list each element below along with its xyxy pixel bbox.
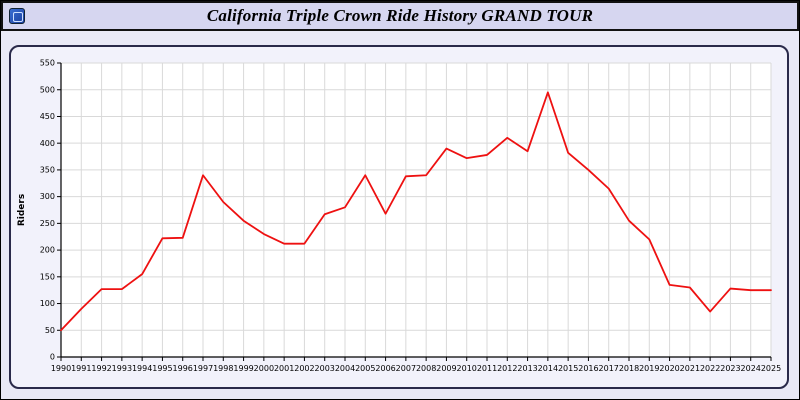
svg-text:1998: 1998 [213,364,233,373]
y-tick-labels: 0 50 100 150 200 250 300 350 400 450 500 550 [40,59,61,362]
svg-text:2009: 2009 [436,364,456,373]
svg-text:2022: 2022 [700,364,720,373]
svg-text:1996: 1996 [173,364,193,373]
svg-text:300: 300 [40,192,55,201]
svg-text:2025: 2025 [761,364,781,373]
svg-text:2013: 2013 [517,364,537,373]
x-tick-labels: 1990 1991 1992 1993 1994 1995 1996 1997 1998 1999… [51,357,781,373]
svg-text:1999: 1999 [233,364,253,373]
svg-text:350: 350 [40,166,55,175]
svg-text:2011: 2011 [477,364,497,373]
svg-text:2020: 2020 [659,364,679,373]
svg-text:1994: 1994 [132,364,152,373]
svg-text:1995: 1995 [152,364,172,373]
svg-text:2023: 2023 [720,364,740,373]
svg-text:2019: 2019 [639,364,659,373]
svg-text:550: 550 [40,59,55,68]
svg-text:500: 500 [40,85,55,94]
title-bar: California Triple Crown Ride History GRA… [1,1,799,31]
svg-text:2024: 2024 [741,364,761,373]
svg-text:2017: 2017 [599,364,619,373]
svg-text:1991: 1991 [71,364,91,373]
svg-text:2008: 2008 [416,364,436,373]
svg-text:2005: 2005 [355,364,375,373]
svg-text:2012: 2012 [497,364,517,373]
svg-text:2006: 2006 [375,364,395,373]
chart-panel: 0 50 100 150 200 250 300 350 400 450 500 550 1990 199… [9,45,789,389]
svg-text:2001: 2001 [274,364,294,373]
svg-text:2003: 2003 [315,364,335,373]
svg-text:1992: 1992 [91,364,111,373]
svg-text:2000: 2000 [254,364,274,373]
svg-text:200: 200 [40,246,55,255]
axes [60,63,771,358]
gridlines [60,62,772,358]
svg-text:1993: 1993 [112,364,132,373]
riders-series-line [60,91,772,332]
svg-text:1997: 1997 [193,364,213,373]
svg-text:250: 250 [40,219,55,228]
svg-text:2004: 2004 [335,364,355,373]
svg-text:400: 400 [40,139,55,148]
svg-text:100: 100 [40,299,55,308]
svg-text:50: 50 [45,326,55,335]
svg-text:2015: 2015 [558,364,578,373]
svg-text:2018: 2018 [619,364,639,373]
svg-text:2002: 2002 [294,364,314,373]
svg-text:1990: 1990 [51,364,71,373]
svg-text:2014: 2014 [538,364,558,373]
svg-text:450: 450 [40,112,55,121]
svg-text:2021: 2021 [680,364,700,373]
svg-text:2007: 2007 [396,364,416,373]
svg-text:2016: 2016 [578,364,598,373]
plot-area [61,63,771,357]
svg-text:2010: 2010 [457,364,477,373]
svg-text:150: 150 [40,272,55,281]
svg-text:0: 0 [50,353,55,362]
app-icon [9,8,25,24]
y-axis-label: Riders [17,194,27,226]
page-title: California Triple Crown Ride History GRA… [206,6,594,25]
